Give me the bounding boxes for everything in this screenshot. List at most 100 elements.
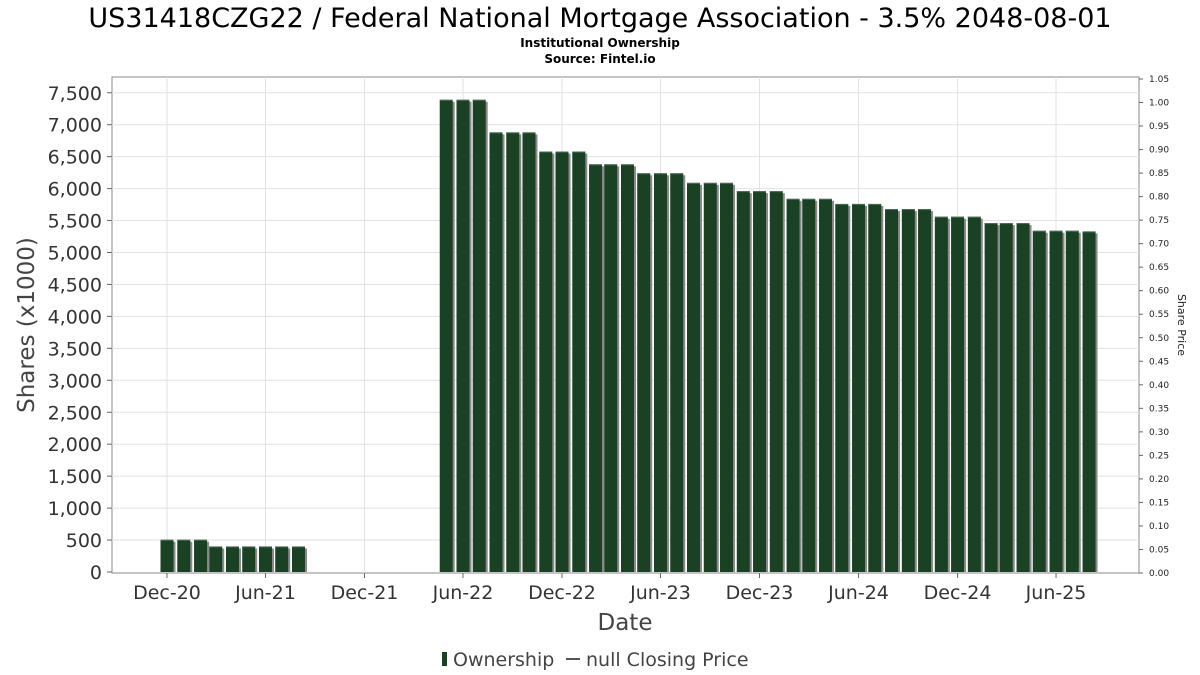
y2-tick-label: 0.80 — [1149, 193, 1169, 203]
x-tick-label: Jun-23 — [629, 582, 691, 604]
x-tick-label: Jun-21 — [234, 582, 296, 604]
ownership-bar — [1082, 231, 1096, 572]
bar-highlight — [720, 182, 734, 184]
ownership-bar — [720, 182, 734, 572]
y2-tick-label: 0.15 — [1149, 498, 1169, 508]
ownership-bar — [670, 173, 684, 572]
ownership-bar — [456, 99, 470, 573]
ownership-bar — [522, 132, 536, 573]
ownership-bar — [686, 182, 700, 572]
y-tick-label: 4,000 — [48, 306, 102, 328]
ownership-bar — [620, 164, 634, 572]
ownership-bar — [653, 173, 667, 572]
ownership-bar — [225, 546, 239, 572]
ownership-bar — [637, 173, 651, 572]
ownership-bar — [967, 216, 981, 572]
ownership-bar — [539, 151, 553, 572]
y2-tick-label: 0.95 — [1149, 122, 1169, 132]
x-axis-label: Date — [598, 610, 653, 636]
y-tick-label: 7,000 — [48, 115, 102, 137]
y2-axis-label: Share Price — [1175, 294, 1188, 356]
bar-highlight — [852, 203, 866, 205]
bar-highlight — [589, 164, 603, 166]
bar-highlight — [472, 99, 486, 101]
y-axis-ticks: 0 500 1,000 1,500 2,000 2,500 3,000 3,500 4,000 4… — [48, 83, 112, 584]
ownership-bar — [1016, 223, 1030, 572]
ownership-bars — [160, 99, 1098, 573]
y-tick-label: 6,500 — [48, 147, 102, 169]
ownership-bar — [604, 164, 618, 572]
bar-highlight — [539, 151, 553, 153]
chart-subtitle: Institutional Ownership — [520, 36, 680, 50]
bar-highlight — [703, 182, 717, 184]
ownership-bar — [901, 209, 915, 572]
ownership-bar — [258, 546, 272, 572]
bar-highlight — [753, 191, 767, 193]
y-tick-label: 5,500 — [48, 211, 102, 233]
bar-highlight — [456, 99, 470, 101]
x-tick-label: Dec-20 — [133, 582, 201, 604]
bar-highlight — [489, 132, 503, 134]
y-tick-label: 2,500 — [48, 402, 102, 424]
ownership-bar — [1032, 230, 1046, 573]
y2-tick-label: 1.00 — [1149, 99, 1169, 109]
x-tick-label: Dec-22 — [528, 582, 596, 604]
y2-tick-label: 0.40 — [1149, 381, 1169, 391]
bar-highlight — [984, 223, 998, 225]
y-tick-label: 1,000 — [48, 498, 102, 520]
y-tick-label: 0 — [90, 562, 102, 584]
bar-highlight — [522, 132, 536, 134]
ownership-bar — [439, 99, 453, 573]
y2-tick-label: 0.20 — [1149, 475, 1169, 485]
bar-highlight — [604, 164, 618, 166]
bar-highlight — [967, 216, 981, 218]
bar-highlight — [620, 164, 634, 166]
bar-highlight — [160, 539, 174, 541]
ownership-bar — [934, 216, 948, 572]
y2-tick-label: 0.00 — [1149, 569, 1169, 579]
bar-highlight — [686, 182, 700, 184]
ownership-bar — [999, 223, 1013, 572]
ownership-bar — [194, 539, 208, 572]
ownership-bar — [209, 546, 223, 572]
chart-source: Source: Fintel.io — [544, 52, 655, 66]
ownership-bar — [885, 209, 899, 572]
ownership-bar — [1049, 230, 1063, 573]
ownership-bar — [506, 132, 520, 573]
ownership-bar — [786, 198, 800, 572]
ownership-bar — [736, 191, 750, 572]
ownership-bar — [703, 182, 717, 572]
bar-highlight — [275, 546, 289, 548]
ownership-bar — [160, 539, 174, 572]
y2-axis-ticks: 0.00 0.05 0.10 0.15 0.20 0.25 0.30 0.35 0.40 0.45… — [1139, 75, 1169, 579]
y-tick-label: 6,000 — [48, 179, 102, 201]
y2-tick-label: 0.50 — [1149, 334, 1169, 344]
legend-ownership-swatch — [442, 652, 447, 666]
x-tick-label: Dec-21 — [331, 582, 399, 604]
bar-highlight — [439, 99, 453, 101]
y2-tick-label: 0.60 — [1149, 287, 1169, 297]
ownership-bar — [177, 539, 191, 572]
ownership-bar — [242, 546, 256, 572]
ownership-bar — [835, 203, 849, 572]
legend: Ownership null Closing Price — [442, 649, 749, 671]
bar-highlight — [209, 546, 223, 548]
chart-title: US31418CZG22 / Federal National Mortgage… — [88, 3, 1111, 34]
ownership-bar — [852, 203, 866, 572]
bar-highlight — [934, 216, 948, 218]
x-tick-label: Dec-24 — [924, 582, 992, 604]
y2-tick-label: 0.70 — [1149, 240, 1169, 250]
ownership-bar — [984, 223, 998, 572]
ownership-bar — [589, 164, 603, 572]
y2-tick-label: 0.65 — [1149, 263, 1169, 273]
x-tick-label: Dec-23 — [726, 582, 794, 604]
y2-tick-label: 0.90 — [1149, 146, 1169, 156]
bar-highlight — [885, 209, 899, 211]
ownership-bar — [572, 151, 586, 572]
bar-highlight — [291, 546, 305, 548]
y2-tick-label: 0.75 — [1149, 216, 1169, 226]
ownership-bar — [753, 191, 767, 572]
bar-highlight — [506, 132, 520, 134]
ownership-bar — [918, 209, 932, 572]
